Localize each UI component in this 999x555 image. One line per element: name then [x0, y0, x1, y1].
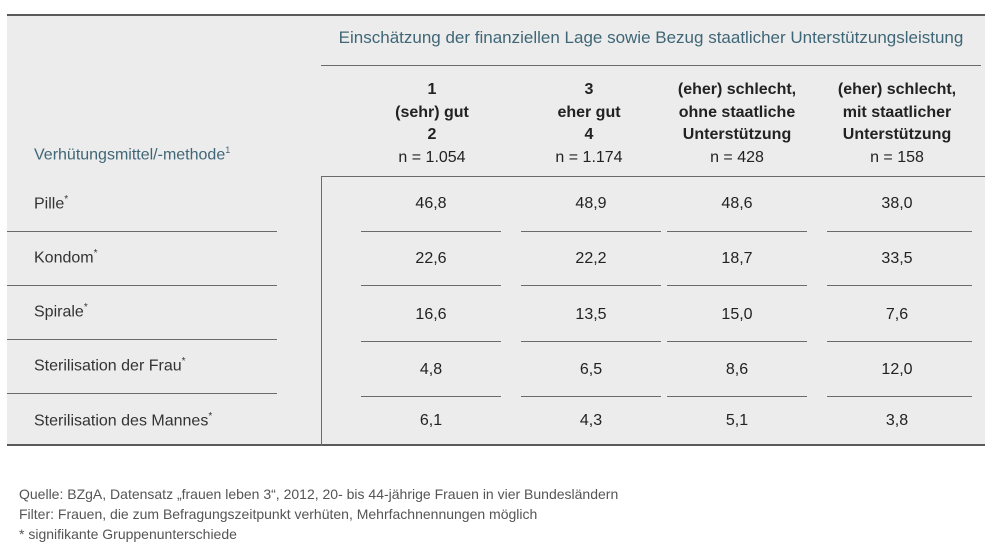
column-header-line: 3	[584, 81, 594, 98]
significance-mark: *	[83, 302, 88, 313]
column-header-4: (eher) schlecht, mit staatlicher Unterst…	[817, 79, 977, 169]
table-cell: 7,6	[885, 306, 909, 323]
table-cell: 5,1	[725, 412, 749, 429]
row-label-sterilisation-frau: Sterilisation der Frau*	[34, 356, 186, 375]
column-header-line: (eher) schlecht,	[677, 81, 797, 98]
cell-separator	[827, 285, 972, 286]
row-label-text: Sterilisation des Mannes	[34, 412, 209, 430]
cell-separator	[667, 341, 807, 342]
cell-separator	[361, 285, 501, 286]
column-header-line: ohne staatliche	[678, 103, 796, 121]
column-header-2: 3 eher gut 4 n = 1.174	[514, 79, 664, 169]
table-cell: 46,8	[415, 195, 447, 212]
cell-separator	[827, 396, 972, 397]
column-header-line: mit staatlicher	[842, 103, 952, 121]
significance-note: * signifikante Gruppenunterschiede	[19, 526, 237, 542]
table-cell: 18,7	[721, 250, 753, 267]
row-label-kondom: Kondom*	[34, 248, 98, 267]
cell-separator	[521, 285, 661, 286]
table-cell: 3,8	[885, 412, 909, 429]
table-cell: 22,2	[575, 250, 607, 267]
table-cell: 6,5	[579, 361, 603, 378]
column-header-line: 4	[584, 126, 594, 143]
significance-mark: *	[64, 194, 69, 205]
row-label-text: Kondom	[34, 249, 94, 267]
table-cell: 38,0	[881, 195, 913, 212]
row-header-footnote: 1	[225, 145, 231, 155]
row-separator	[7, 231, 277, 232]
group-title-rule	[321, 65, 981, 66]
row-separator	[7, 339, 277, 340]
cell-separator	[827, 231, 972, 232]
cell-separator	[521, 231, 661, 232]
row-label-sterilisation-mann: Sterilisation des Mannes*	[34, 411, 212, 430]
table-cell: 22,6	[415, 250, 447, 267]
header-rule	[321, 176, 985, 177]
column-sample-size: n = 1.174	[555, 148, 623, 166]
column-header-line: Unterstützung	[682, 126, 792, 143]
table-cell: 12,0	[881, 361, 913, 378]
row-label-text: Spirale	[34, 303, 84, 321]
cell-separator	[521, 396, 661, 397]
column-header-3: (eher) schlecht, ohne staatliche Unterst…	[657, 79, 817, 169]
cell-separator	[667, 396, 807, 397]
cell-separator	[361, 396, 501, 397]
row-separator	[7, 393, 277, 394]
column-sample-size: n = 158	[870, 148, 924, 166]
significance-mark: *	[93, 248, 98, 259]
table-cell: 33,5	[881, 250, 913, 267]
column-header-line: (eher) schlecht,	[837, 81, 957, 98]
column-header-1: 1 (sehr) gut 2 n = 1.054	[357, 79, 507, 169]
column-sample-size: n = 1.054	[398, 148, 466, 166]
row-label-text: Pille	[34, 195, 65, 213]
row-separator	[7, 285, 277, 286]
column-header-line: Unterstützung	[842, 126, 952, 143]
source-note: Quelle: BZgA, Datensatz „frauen leben 3“…	[19, 486, 619, 502]
column-group-title: Einschätzung der finanziellen Lage sowie…	[338, 28, 964, 47]
table-notes: Quelle: BZgA, Datensatz „frauen leben 3“…	[19, 484, 618, 544]
cell-separator	[361, 341, 501, 342]
table-cell: 6,1	[419, 412, 443, 429]
table-cell: 15,0	[721, 306, 753, 323]
table-cell: 48,6	[721, 195, 753, 212]
filter-note: Filter: Frauen, die zum Befragungszeitpu…	[19, 506, 538, 522]
data-table: Einschätzung der finanziellen Lage sowie…	[7, 14, 985, 446]
significance-mark: *	[181, 356, 186, 367]
column-header-line: eher gut	[557, 103, 621, 121]
row-label-pille: Pille*	[34, 194, 68, 213]
table-cell: 8,6	[725, 361, 749, 378]
cell-separator	[361, 231, 501, 232]
table-cell: 13,5	[575, 306, 607, 323]
table-cell: 16,6	[415, 306, 447, 323]
row-header-text: Verhütungsmittel/-methode	[34, 146, 226, 164]
cell-separator	[521, 341, 661, 342]
column-header-line: 2	[427, 126, 437, 143]
column-sample-size: n = 428	[710, 148, 764, 166]
table-cell: 48,9	[575, 195, 607, 212]
cell-separator	[827, 341, 972, 342]
table-cell: 4,3	[579, 412, 603, 429]
row-label-spirale: Spirale*	[34, 302, 88, 321]
row-label-divider	[321, 176, 322, 446]
column-header-line: (sehr) gut	[395, 103, 469, 121]
table-cell: 4,8	[419, 361, 443, 378]
cell-separator	[667, 285, 807, 286]
row-header: Verhütungsmittel/-methode1	[34, 145, 230, 164]
row-label-text: Sterilisation der Frau	[34, 357, 182, 375]
column-header-line: 1	[427, 81, 437, 98]
cell-separator	[667, 231, 807, 232]
significance-mark: *	[208, 411, 213, 422]
